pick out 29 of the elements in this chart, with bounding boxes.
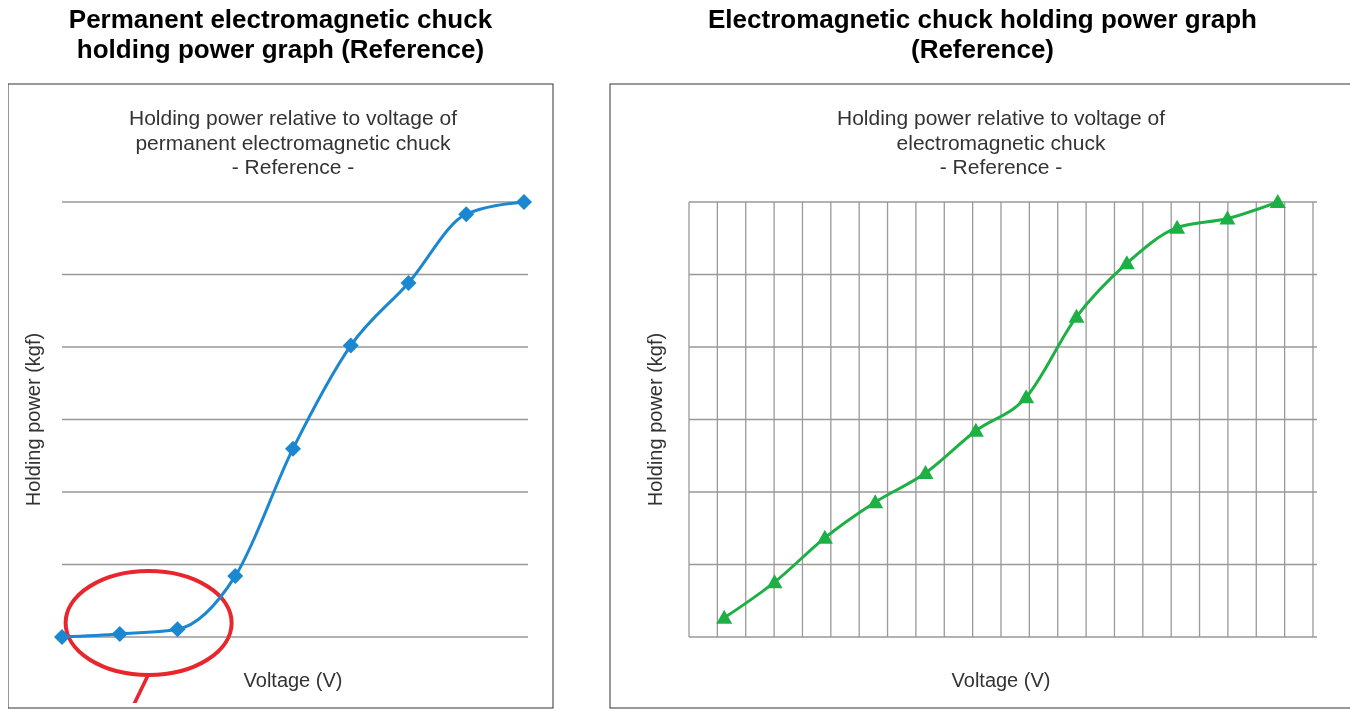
point	[516, 194, 532, 210]
x-axis-title: Voltage (V)	[951, 669, 1051, 691]
point	[227, 568, 244, 585]
point	[342, 337, 359, 354]
point	[285, 440, 301, 457]
x-axis-title: Voltage (V)	[243, 669, 343, 691]
point	[816, 529, 833, 544]
chart-subtitle: Holding power relative to voltage of permanent electromagnetic chuck - Reference -	[128, 106, 458, 178]
point	[458, 206, 475, 223]
point	[1068, 308, 1085, 323]
point	[1018, 389, 1035, 404]
point	[54, 629, 70, 645]
point	[111, 625, 128, 642]
point	[400, 274, 417, 291]
point	[766, 574, 783, 589]
point	[716, 609, 733, 624]
point	[867, 494, 884, 509]
point	[1269, 194, 1286, 208]
point	[967, 422, 984, 437]
y-axis-title: Holding power (kgf)	[644, 332, 667, 507]
chart-title: Electromagnetic chuck holding power graph (Reference)	[708, 4, 1257, 64]
point	[1169, 219, 1186, 234]
point	[1118, 255, 1135, 270]
chart-subtitle: Holding power relative to voltage of electromagnetic chuck - Reference -	[836, 106, 1166, 178]
point	[169, 621, 186, 638]
y-axis-title: Holding power (kgf)	[22, 332, 45, 507]
point	[1219, 210, 1236, 225]
point	[917, 465, 934, 480]
chart-title: Permanent electromagnetic chuck holding power graph (Reference)	[68, 4, 493, 64]
